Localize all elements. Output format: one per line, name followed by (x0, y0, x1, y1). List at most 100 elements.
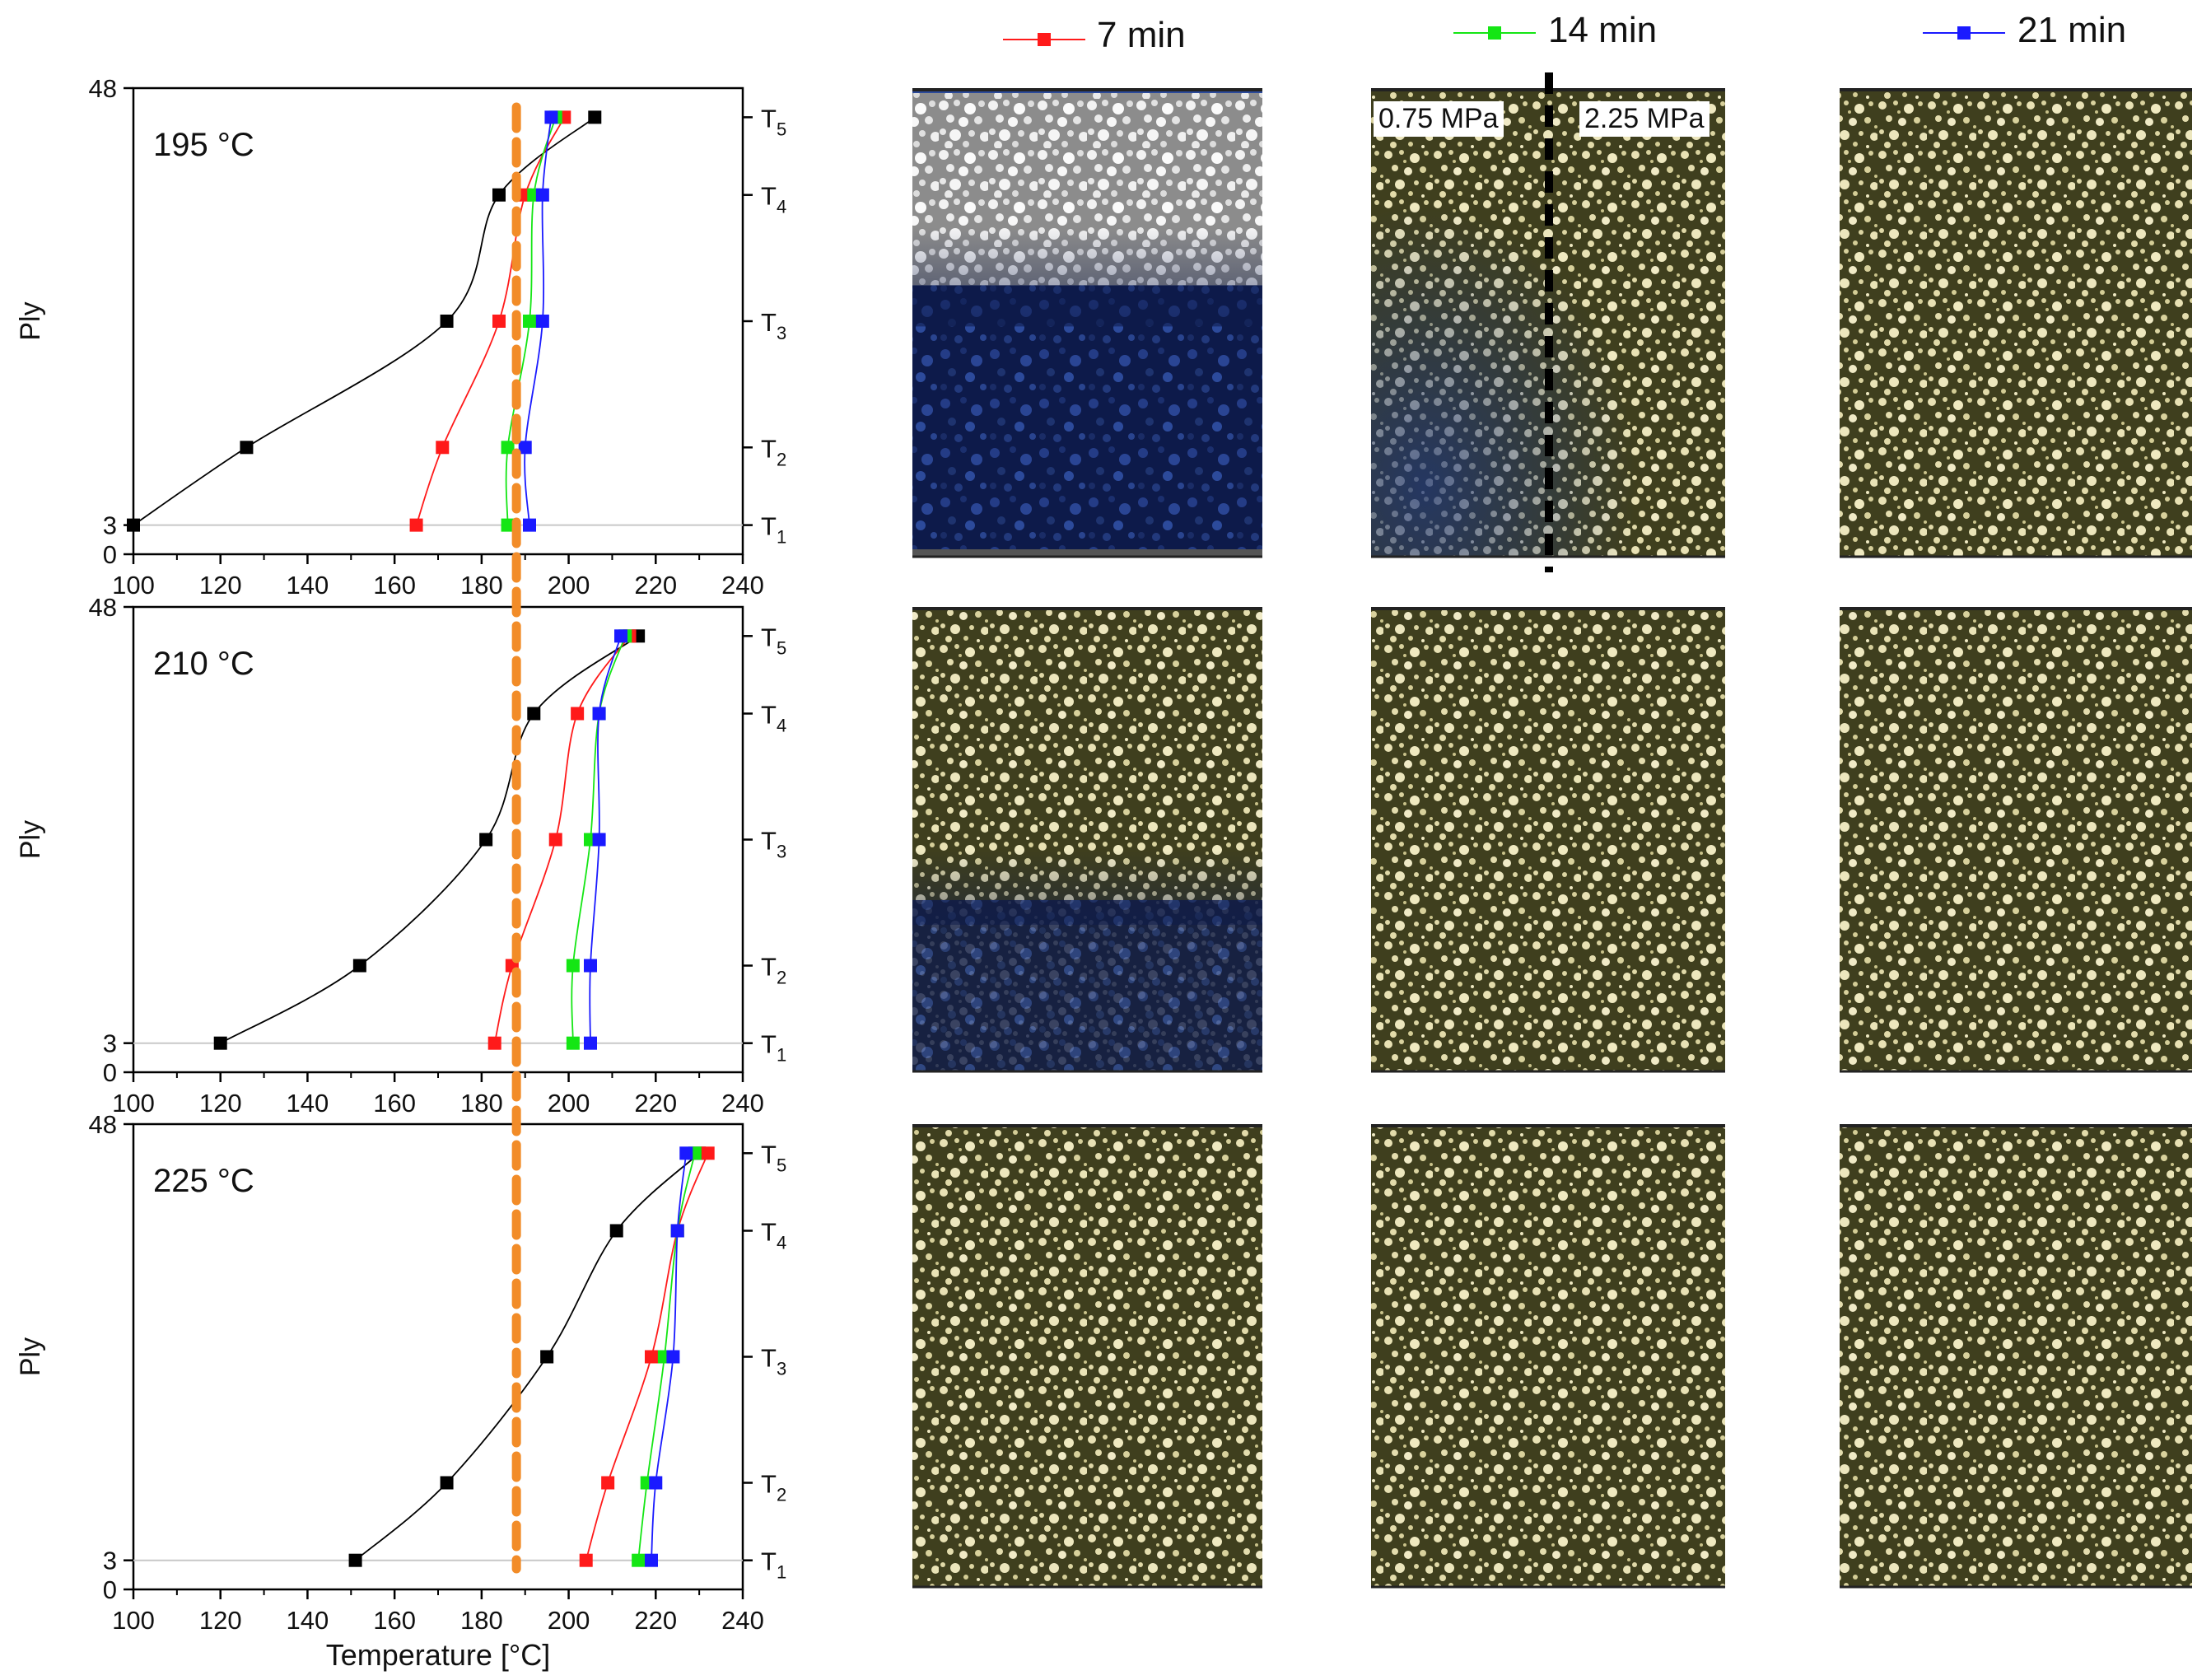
x-tick-label: 200 (548, 1606, 590, 1635)
series-14-min (501, 110, 562, 532)
y-tick-label: 3 (103, 1029, 117, 1058)
panel-title: 210 °C (153, 646, 254, 682)
micrograph-1-3 (1840, 88, 2192, 558)
series-0-min (213, 629, 646, 1050)
micrograph-3-1 (912, 1124, 1262, 1589)
data-point (487, 1036, 501, 1050)
y-tick-label: 48 (89, 593, 117, 622)
thermocouple-label: T3 (761, 827, 786, 862)
data-point (523, 518, 536, 532)
data-point (409, 518, 423, 532)
thermocouple-label: T5 (761, 623, 786, 658)
thermocouple-label: T4 (761, 1217, 786, 1253)
data-point (348, 1553, 362, 1567)
micrograph-2-1 (912, 607, 1262, 1073)
micrograph-3-2 (1371, 1124, 1725, 1589)
data-point (566, 1036, 580, 1050)
micrograph-3-3 (1840, 1124, 2192, 1589)
x-tick-label: 120 (199, 571, 242, 600)
data-point (501, 441, 515, 455)
data-point (492, 188, 506, 202)
data-point (584, 959, 597, 973)
legend-marker (1038, 33, 1051, 46)
micrograph-2-3 (1840, 607, 2192, 1073)
series-7-min (487, 629, 637, 1050)
legend-glyph-1 (1003, 33, 1085, 46)
data-point (609, 1224, 623, 1238)
x-tick-label: 160 (373, 1089, 416, 1118)
data-point (592, 833, 606, 847)
x-tick-label: 100 (112, 571, 155, 600)
data-point (352, 959, 366, 973)
data-point (501, 518, 515, 532)
data-point (544, 110, 558, 124)
series-0-min (127, 110, 602, 532)
data-point (535, 315, 549, 328)
data-point (213, 1036, 227, 1050)
data-point (666, 1350, 680, 1364)
x-tick-label: 140 (287, 571, 329, 600)
micro-blue-region (912, 899, 1262, 1072)
data-point (527, 707, 541, 721)
x-tick-label: 100 (112, 1606, 155, 1635)
series-21-min (518, 110, 558, 532)
data-point (440, 315, 454, 328)
x-tick-label: 220 (634, 1606, 677, 1635)
temperature-profile-charts: 100 120 140 160 180 200 220 2400348T1T2T3T4T5Pl… (15, 74, 786, 1672)
series-line (133, 116, 595, 526)
x-tick-label: 180 (460, 1089, 503, 1118)
data-point (535, 188, 549, 202)
x-axis-label: Temperature [°C] (326, 1638, 551, 1672)
micro-olive-region (1840, 1124, 2192, 1588)
data-point (584, 1036, 597, 1050)
x-tick-label: 100 (112, 1089, 155, 1118)
series-21-min (645, 1146, 693, 1567)
y-tick-label: 0 (103, 1058, 117, 1087)
thermocouple-label: T2 (761, 953, 786, 988)
data-point (548, 833, 562, 847)
legend-label-14min: 14 min (1548, 10, 1658, 50)
data-point (645, 1553, 658, 1567)
y-tick-label: 3 (103, 511, 117, 540)
data-point (479, 833, 493, 847)
thermocouple-label: T1 (761, 1030, 786, 1066)
data-point (592, 707, 606, 721)
x-tick-label: 140 (287, 1606, 329, 1635)
x-tick-label: 220 (634, 1089, 677, 1118)
thermocouple-label: T3 (761, 1344, 786, 1379)
y-tick-label: 48 (89, 1110, 117, 1139)
micro-olive-region (1840, 88, 2192, 558)
thermocouple-label: T3 (761, 308, 786, 343)
x-tick-label: 160 (373, 1606, 416, 1635)
data-point (518, 441, 532, 455)
micro-olive-region (1371, 607, 1725, 1072)
y-tick-label: 0 (103, 540, 117, 569)
chart-panel-2: 100 120 140 160 180 200 220 240 03 48 T1 T2 T3 T4 T5 Pl… (15, 593, 786, 1118)
thermocouple-label: T5 (761, 104, 786, 139)
data-point (601, 1476, 615, 1490)
y-tick-label: 48 (89, 74, 117, 103)
pressure-label-left: 0.75 MPa (1374, 101, 1504, 138)
series-0-min (348, 1146, 707, 1567)
x-tick-label: 200 (548, 571, 590, 600)
micro-olive-region (912, 1124, 1262, 1588)
data-point (614, 629, 627, 643)
thermocouple-label: T1 (761, 512, 786, 548)
x-tick-label: 120 (199, 1089, 242, 1118)
x-tick-label: 180 (460, 1606, 503, 1635)
x-tick-label: 120 (199, 1606, 242, 1635)
y-axis-label: Ply (15, 1337, 46, 1376)
data-point (679, 1146, 693, 1160)
legend-marks (1003, 26, 2005, 46)
y-axis-label: Ply (15, 820, 46, 859)
chart-panel-1: 100 120 140 160 180 200 220 240 03 48 T1 T2 T3 T4 T5 Pl… (15, 74, 786, 600)
x-tick-label: 200 (548, 1089, 590, 1118)
x-tick-label: 160 (373, 571, 416, 600)
data-point (540, 1350, 554, 1364)
thermocouple-label: T1 (761, 1547, 786, 1583)
x-tick-label: 220 (634, 571, 677, 600)
data-point (492, 315, 506, 328)
micro-transition (912, 227, 1262, 327)
micro-olive-region (1840, 607, 2192, 1072)
